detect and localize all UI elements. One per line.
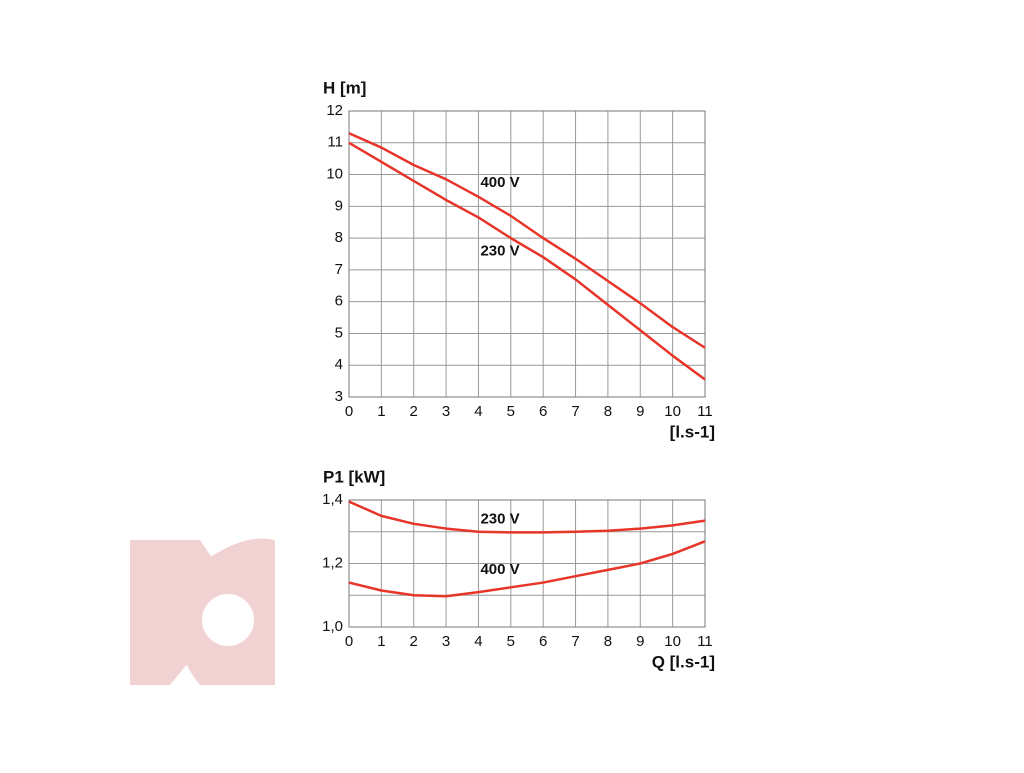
x-tick-label: 9: [636, 633, 644, 650]
series-label: 400 V: [480, 174, 519, 191]
y-tick-label: 10: [326, 166, 343, 183]
watermark-logo: [130, 538, 275, 685]
series-label: 230 V: [480, 511, 519, 528]
x-tick-label: 2: [410, 403, 418, 420]
x-tick-label: 1: [377, 633, 385, 650]
y-axis-label: H [m]: [323, 78, 366, 97]
y-tick-label: 1,0: [322, 618, 343, 635]
y-tick-label: 1,2: [322, 554, 343, 571]
x-tick-label: 9: [636, 403, 644, 420]
series-line: [348, 500, 706, 534]
y-tick-label: 9: [335, 197, 343, 214]
x-tick-label: 7: [571, 403, 579, 420]
y-tick-label: 6: [335, 293, 343, 310]
series-label: 400 V: [480, 561, 519, 578]
x-tick-label: 6: [539, 633, 547, 650]
y-axis-label: P1 [kW]: [323, 467, 385, 486]
x-tick-label: 1: [377, 403, 385, 420]
x-tick-label: 4: [474, 403, 482, 420]
x-tick-label: 7: [571, 633, 579, 650]
x-tick-label: 3: [442, 403, 450, 420]
series-line: [348, 132, 706, 349]
x-tick-label: 6: [539, 403, 547, 420]
x-tick-label: 3: [442, 633, 450, 650]
series-line: [348, 540, 706, 598]
x-tick-label: 2: [410, 633, 418, 650]
y-tick-label: 1,4: [322, 491, 343, 508]
y-tick-label: 8: [335, 229, 343, 246]
series-line: [348, 141, 706, 381]
x-tick-label: 0: [345, 633, 353, 650]
x-tick-label: 10: [664, 633, 681, 650]
x-tick-label: 0: [345, 403, 353, 420]
x-tick-label: 10: [664, 403, 681, 420]
x-tick-label: 11: [697, 403, 713, 420]
series-label: 230 V: [480, 242, 519, 259]
x-axis-label: Q [l.s-1]: [652, 652, 715, 671]
x-tick-label: 4: [474, 633, 482, 650]
plot-frame: [348, 499, 706, 628]
y-tick-label: 11: [327, 134, 343, 151]
y-tick-label: 4: [335, 356, 343, 373]
plot-frame: [348, 110, 706, 398]
y-tick-label: 12: [326, 102, 343, 119]
x-tick-label: 5: [507, 633, 515, 650]
x-tick-label: 11: [697, 633, 713, 650]
x-tick-label: 5: [507, 403, 515, 420]
x-tick-label: 8: [604, 633, 612, 650]
x-axis-label: [l.s-1]: [670, 422, 715, 441]
x-tick-label: 8: [604, 403, 612, 420]
y-tick-label: 7: [335, 261, 343, 278]
y-tick-label: 5: [335, 324, 343, 341]
y-tick-label: 3: [335, 388, 343, 405]
